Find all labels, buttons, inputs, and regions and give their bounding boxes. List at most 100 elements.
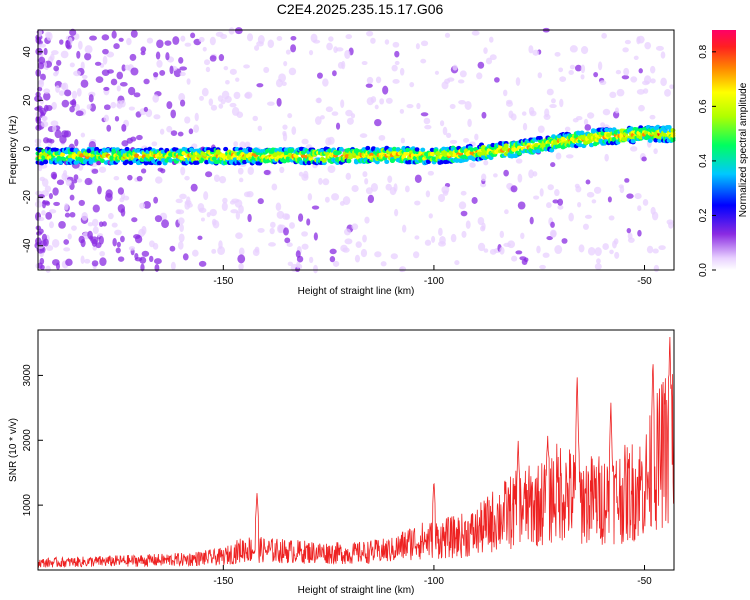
spectrogram-cell xyxy=(450,233,457,243)
spectrogram-cell xyxy=(624,39,631,45)
spectrogram-cell xyxy=(91,168,99,174)
spectrogram-cell xyxy=(649,114,656,120)
spectrogram-cell xyxy=(40,120,49,128)
spectrogram-cell xyxy=(392,79,400,84)
spectrogram-cell xyxy=(602,243,609,251)
spectrogram-y-tick-label: -20 xyxy=(22,190,33,205)
colorbar-tick-label: 0.2 xyxy=(698,208,709,222)
spectrogram-cell xyxy=(256,83,264,88)
spectrogram-cell xyxy=(489,248,497,255)
spectrogram-cell xyxy=(325,106,333,113)
spectrogram-cell xyxy=(329,256,336,263)
spectrogram-cell xyxy=(229,68,237,75)
spectrogram-cell xyxy=(400,137,406,144)
spectrogram-cell xyxy=(619,186,625,194)
spectrogram-cell xyxy=(117,204,126,213)
spectrogram-cell xyxy=(56,59,62,66)
spectrogram-cell xyxy=(73,70,82,77)
spectrogram-cell xyxy=(88,94,94,103)
spectrogram-cell xyxy=(223,65,229,71)
spectrogram-cell xyxy=(314,116,322,125)
spectrogram-cell xyxy=(257,227,265,233)
spectrogram-cell xyxy=(64,203,69,211)
spectrogram-cell xyxy=(660,51,666,59)
spectrogram-cell xyxy=(127,174,133,181)
spectrogram-cell xyxy=(128,246,136,251)
spectrogram-cell xyxy=(155,51,161,60)
spectrogram-cell xyxy=(653,264,660,273)
spectrogram-cell xyxy=(116,241,121,248)
spectrogram-cell xyxy=(412,251,420,259)
spectrogram-cell xyxy=(549,103,557,109)
spectrogram-frame xyxy=(37,29,675,271)
spectrogram-cell xyxy=(218,103,224,109)
spectrogram-cell xyxy=(289,148,295,153)
spectrogram-cell xyxy=(257,125,263,132)
spectrogram-cell xyxy=(333,46,338,54)
spectrogram-cell xyxy=(229,102,237,108)
spectrogram-cell xyxy=(291,126,297,135)
spectrogram-cell xyxy=(353,160,359,165)
spectrogram-cell xyxy=(84,52,92,61)
spectrogram-cell xyxy=(281,81,287,86)
spectrogram-cell xyxy=(301,138,309,145)
spectrogram-cell xyxy=(308,50,314,56)
spectrogram-cell xyxy=(329,248,337,255)
spectrogram-cell xyxy=(580,64,586,74)
spectrogram-cell xyxy=(182,253,189,261)
spectrogram-cell xyxy=(600,131,606,136)
spectrogram-cell xyxy=(71,90,78,100)
spectrogram-cell xyxy=(485,57,493,65)
spectrogram-cell xyxy=(653,138,659,143)
spectrogram-cell xyxy=(429,151,435,157)
spectrogram-cell xyxy=(257,35,265,45)
spectrogram-cell xyxy=(428,213,433,219)
spectrogram-cell xyxy=(624,178,630,183)
spectrogram-cell xyxy=(315,97,322,104)
spectrogram-cell xyxy=(344,238,353,245)
spectrogram-cell xyxy=(40,107,47,116)
spectrogram-cell xyxy=(130,67,139,76)
spectrogram-cell xyxy=(223,146,229,152)
spectrogram-cell xyxy=(179,223,184,233)
spectrogram-cell xyxy=(391,64,398,72)
spectrogram-cell xyxy=(98,235,104,245)
spectrogram-cell xyxy=(113,176,120,181)
spectrogram-cell xyxy=(582,223,589,230)
spectrogram-cell xyxy=(275,202,282,211)
spectrogram-cell xyxy=(204,160,210,165)
spectrogram-cell xyxy=(508,110,514,119)
spectrogram-cell xyxy=(392,41,400,48)
spectrogram-cell xyxy=(322,178,330,186)
spectrogram-cell xyxy=(109,155,115,160)
spectrogram-cell xyxy=(533,142,539,148)
spectrogram-cell xyxy=(542,252,550,258)
spectrogram-cell xyxy=(471,197,478,204)
spectrogram-cell xyxy=(178,57,184,64)
spectrogram-cell xyxy=(63,239,70,245)
spectrogram-cell xyxy=(202,152,208,157)
spectrogram-cell xyxy=(287,152,293,158)
spectrogram-cell xyxy=(399,108,405,114)
spectrogram-cell xyxy=(97,185,102,195)
spectrogram-cell xyxy=(609,249,614,255)
spectrogram-cell xyxy=(327,136,335,145)
spectrogram-cell xyxy=(587,246,596,256)
spectrogram-cell xyxy=(449,139,458,144)
spectrogram-x-ticks: -150 -100 -50 xyxy=(213,265,652,287)
spectrogram-cell xyxy=(389,158,395,163)
spectrogram-cell xyxy=(235,211,241,220)
spectrogram-cell xyxy=(116,103,121,108)
spectrogram-cell xyxy=(198,36,205,43)
spectrogram-cell xyxy=(111,148,117,154)
spectrogram-cell xyxy=(339,200,345,206)
spectrogram-cell xyxy=(237,167,244,175)
spectrogram-cell xyxy=(238,263,244,271)
spectrogram-cell xyxy=(52,187,59,196)
spectrogram-cell xyxy=(168,158,174,163)
spectrogram-cell xyxy=(87,222,94,227)
spectrogram-cell xyxy=(569,45,578,53)
spectrogram-cell xyxy=(599,80,607,86)
spectrogram-cell xyxy=(42,200,50,205)
